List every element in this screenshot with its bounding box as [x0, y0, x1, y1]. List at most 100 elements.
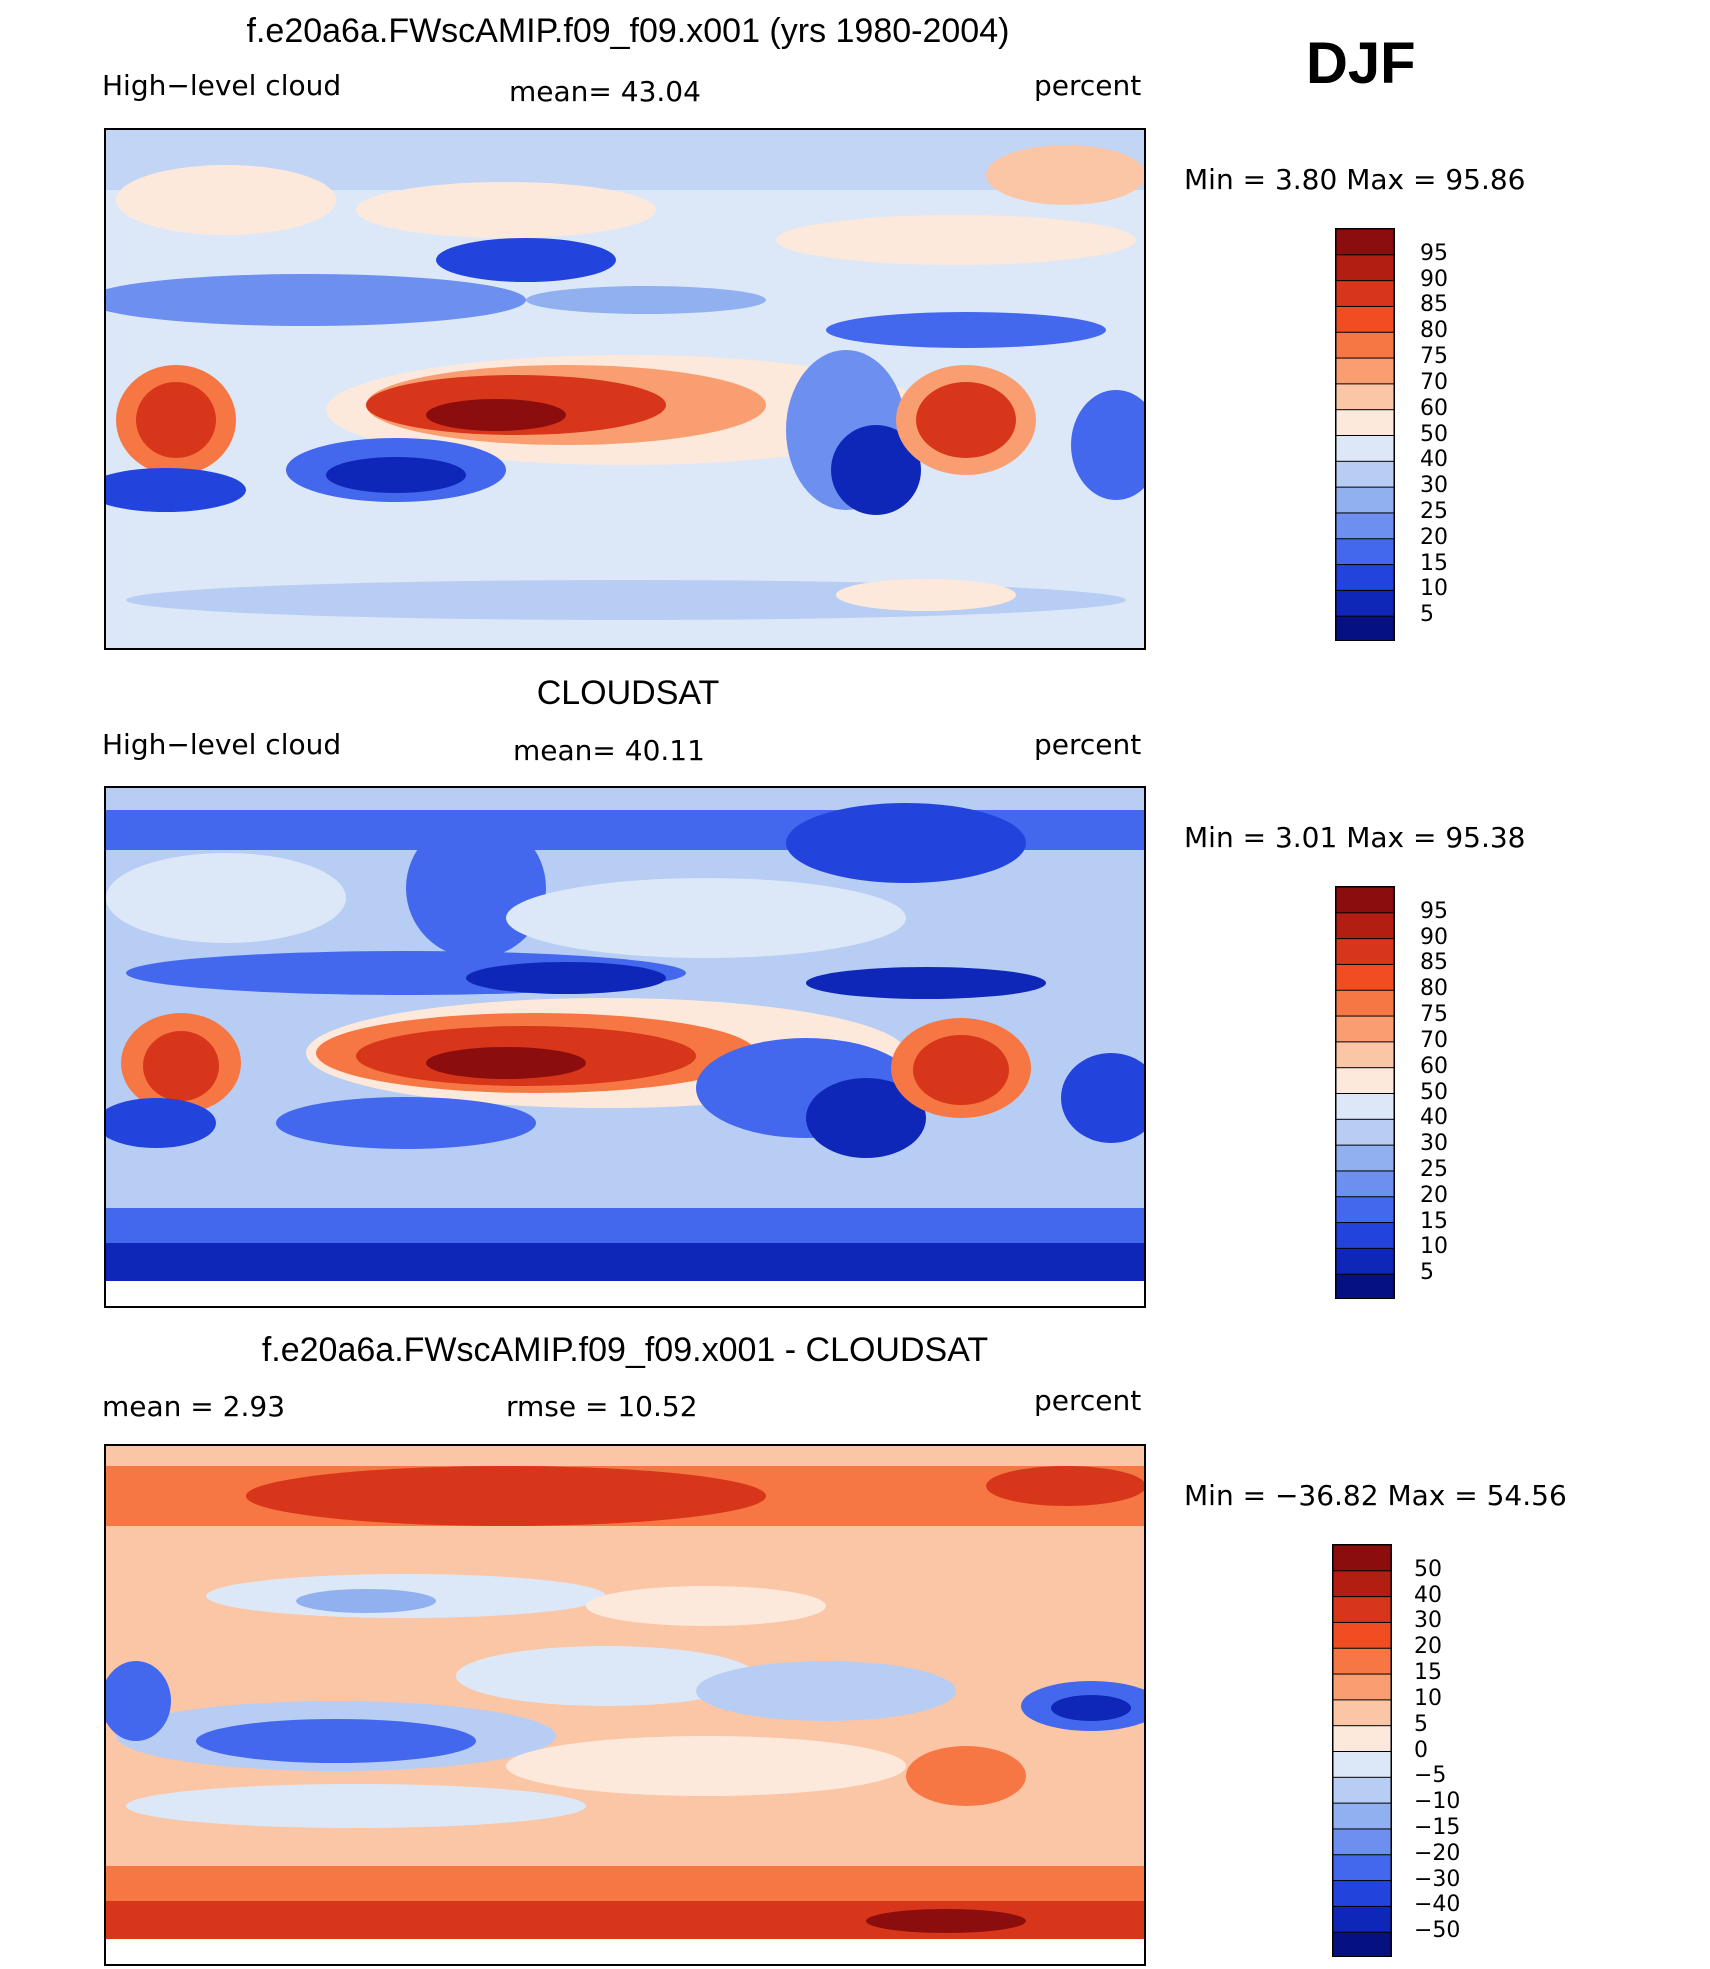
colorbar-2-tick-label: 15 — [1420, 1208, 1448, 1234]
panel3-colorbar — [1332, 1544, 1392, 1957]
colorbar-2-box — [1336, 963, 1394, 992]
colorbar-1-box — [1336, 486, 1394, 514]
panel3-right-label: percent — [1034, 1384, 1142, 1417]
colorbar-3-box — [1333, 1647, 1391, 1676]
colorbar-3-box — [1333, 1596, 1391, 1624]
panel1-minmax: Min = 3.80 Max = 95.86 — [1184, 163, 1526, 196]
panel2-left-label: High−level cloud — [102, 728, 342, 761]
colorbar-2-tick-label: 80 — [1420, 976, 1448, 1002]
colorbar-1-box — [1336, 383, 1394, 411]
panel1-heatmap — [106, 130, 1144, 648]
colorbar-3-tick-label: −10 — [1414, 1789, 1461, 1815]
colorbar-2-box — [1336, 938, 1394, 966]
colorbar-3-box — [1333, 1673, 1391, 1701]
panel2-center-label: mean= 40.11 — [513, 734, 705, 767]
panel3-center-label: rmse = 10.52 — [506, 1390, 698, 1423]
colorbar-1-box — [1336, 229, 1394, 256]
colorbar-3-box — [1333, 1905, 1391, 1934]
colorbar-1-tick-label: 50 — [1420, 421, 1448, 447]
panel2-heatmap — [106, 788, 1144, 1306]
colorbar-2-box — [1336, 1067, 1394, 1095]
colorbar-3-tick-label: 15 — [1414, 1660, 1442, 1686]
colorbar-1-box — [1336, 512, 1394, 540]
colorbar-3-tick-label: 0 — [1414, 1737, 1428, 1763]
colorbar-3-box — [1333, 1776, 1391, 1805]
colorbar-1-tick-label: 60 — [1420, 395, 1448, 421]
colorbar-3-tick-label: −30 — [1414, 1866, 1461, 1892]
colorbar-2-tick-label: 60 — [1420, 1053, 1448, 1079]
colorbar-3-tick-label: 40 — [1414, 1582, 1442, 1608]
colorbar-1-box — [1336, 305, 1394, 334]
colorbar-3-tick-label: 5 — [1414, 1711, 1428, 1737]
colorbar-1-tick-label: 75 — [1420, 344, 1448, 370]
colorbar-1-box — [1336, 280, 1394, 308]
colorbar-2-box — [1336, 887, 1394, 914]
colorbar-2-tick-label: 40 — [1420, 1105, 1448, 1131]
colorbar-1-tick-label: 5 — [1420, 602, 1434, 628]
colorbar-3-box — [1333, 1931, 1391, 1956]
colorbar-1-tick-label: 80 — [1420, 318, 1448, 344]
colorbar-1-tick-label: 30 — [1420, 473, 1448, 499]
panel2-minmax: Min = 3.01 Max = 95.38 — [1184, 821, 1526, 854]
panel2-title: CLOUDSAT — [536, 674, 720, 712]
colorbar-3-tick-label: 10 — [1414, 1685, 1442, 1711]
colorbar-2-tick-label: 70 — [1420, 1027, 1448, 1053]
colorbar-3-box — [1333, 1802, 1391, 1830]
colorbar-3-tick-label: 50 — [1414, 1556, 1442, 1582]
colorbar-1-box — [1336, 615, 1394, 640]
colorbar-3-box — [1333, 1725, 1391, 1753]
colorbar-2-box — [1336, 1144, 1394, 1172]
colorbar-3-tick-label: −50 — [1414, 1918, 1461, 1944]
colorbar-2-tick-label: 50 — [1420, 1079, 1448, 1105]
colorbar-3-tick-label: −15 — [1414, 1814, 1461, 1840]
colorbar-3-tick-label: −40 — [1414, 1892, 1461, 1918]
colorbar-2-box — [1336, 1093, 1394, 1121]
colorbar-1-box — [1336, 589, 1394, 618]
colorbar-1-box — [1336, 538, 1394, 566]
colorbar-2-box — [1336, 1247, 1394, 1276]
season-label: DJF — [1306, 31, 1416, 96]
colorbar-1-tick-label: 85 — [1420, 292, 1448, 318]
colorbar-2-box — [1336, 1118, 1394, 1147]
colorbar-2-box — [1336, 1041, 1394, 1069]
colorbar-1-box — [1336, 435, 1394, 463]
colorbar-2-tick-label: 5 — [1420, 1260, 1434, 1286]
colorbar-1-box — [1336, 460, 1394, 489]
colorbar-1-box — [1336, 409, 1394, 437]
colorbar-2-box — [1336, 1196, 1394, 1224]
colorbar-2-tick-label: 75 — [1420, 1002, 1448, 1028]
colorbar-3-box — [1333, 1854, 1391, 1882]
colorbar-2-tick-label: 90 — [1420, 924, 1448, 950]
colorbar-3-svg — [1333, 1545, 1391, 1956]
colorbar-3-tick-label: −20 — [1414, 1840, 1461, 1866]
colorbar-3-box — [1333, 1828, 1391, 1856]
colorbar-1-tick-label: 25 — [1420, 498, 1448, 524]
colorbar-2-svg — [1336, 887, 1394, 1298]
colorbar-1-box — [1336, 254, 1394, 282]
colorbar-1-tick-label: 15 — [1420, 550, 1448, 576]
panel3-minmax: Min = −36.82 Max = 54.56 — [1184, 1479, 1567, 1512]
panel3-heatmap — [106, 1446, 1144, 1964]
colorbar-3-box — [1333, 1621, 1391, 1650]
colorbar-3-box — [1333, 1751, 1391, 1779]
colorbar-1-svg — [1336, 229, 1394, 640]
colorbar-2-tick-label: 25 — [1420, 1156, 1448, 1182]
colorbar-2-box — [1336, 989, 1394, 1018]
colorbar-1-tick-label: 40 — [1420, 447, 1448, 473]
colorbar-2-tick-label: 85 — [1420, 950, 1448, 976]
panel2-map — [104, 786, 1146, 1308]
colorbar-3-box — [1333, 1880, 1391, 1908]
colorbar-1-box — [1336, 564, 1394, 592]
colorbar-2-box — [1336, 912, 1394, 940]
colorbar-3-box — [1333, 1570, 1391, 1598]
colorbar-2-box — [1336, 1015, 1394, 1043]
colorbar-3-tick-label: 20 — [1414, 1634, 1442, 1660]
colorbar-1-tick-label: 70 — [1420, 369, 1448, 395]
colorbar-1-tick-label: 90 — [1420, 266, 1448, 292]
colorbar-3-tick-label: −5 — [1414, 1763, 1447, 1789]
colorbar-2-box — [1336, 1170, 1394, 1198]
panel1-left-label: High−level cloud — [102, 69, 342, 102]
colorbar-1-tick-label: 95 — [1420, 240, 1448, 266]
colorbar-2-tick-label: 95 — [1420, 898, 1448, 924]
